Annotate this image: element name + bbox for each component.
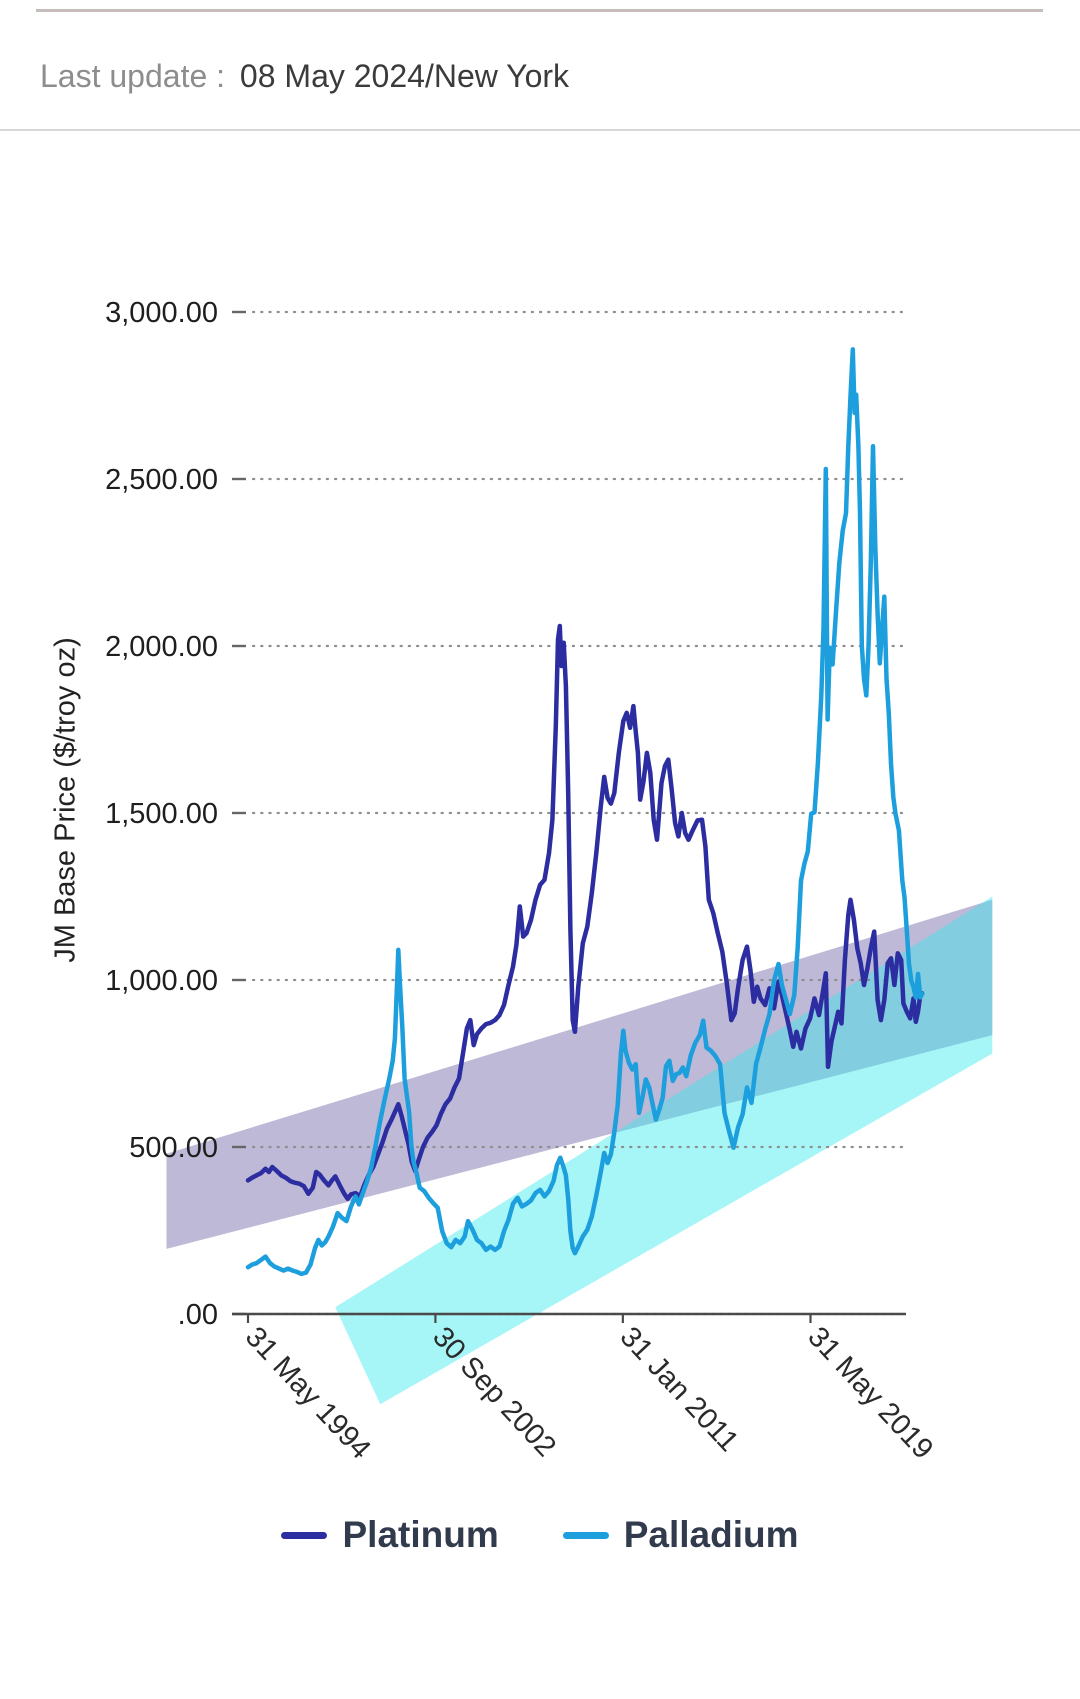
series-palladium	[245, 347, 925, 1277]
legend-item-platinum[interactable]: Platinum	[281, 1514, 499, 1556]
y-tick-label: 2,500.00	[105, 464, 218, 496]
legend-item-palladium[interactable]: Palladium	[562, 1514, 799, 1556]
y-axis-title: JM Base Price ($/troy oz)	[49, 637, 82, 963]
legend-label-platinum: Platinum	[342, 1514, 499, 1555]
y-tick-label: 1,000.00	[105, 965, 218, 997]
y-tick-label: 2,000.00	[105, 631, 218, 663]
chart-legend: Platinum Palladium	[0, 1500, 1080, 1570]
y-tick-label: 3,000.00	[105, 297, 218, 329]
x-tick-label: 31 May 2019	[801, 1321, 939, 1465]
header-divider	[0, 129, 1080, 131]
series-platinum	[245, 623, 925, 1202]
last-update-value: 08 May 2024/New York	[239, 58, 570, 94]
palladium-line-swatch	[562, 1531, 609, 1539]
last-update-header: Last update : 08 May 2024/New York	[40, 58, 569, 95]
legend-label-palladium: Palladium	[623, 1514, 799, 1555]
y-tick-label: 500.00	[129, 1132, 218, 1164]
y-tick-label: 1,500.00	[105, 798, 218, 830]
x-tick-label: 31 Jan 2011	[614, 1321, 745, 1458]
platinum-line-swatch	[281, 1531, 328, 1539]
metal-price-chart: 3,000.00 2,500.00 2,000.00 1,500.00 1,000.00…	[105, 297, 993, 1465]
last-update-label: Last update :	[40, 58, 226, 94]
x-tick-label: 30 Sep 2002	[426, 1321, 562, 1463]
top-divider	[36, 9, 1043, 12]
y-tick-label: .00	[178, 1299, 218, 1331]
